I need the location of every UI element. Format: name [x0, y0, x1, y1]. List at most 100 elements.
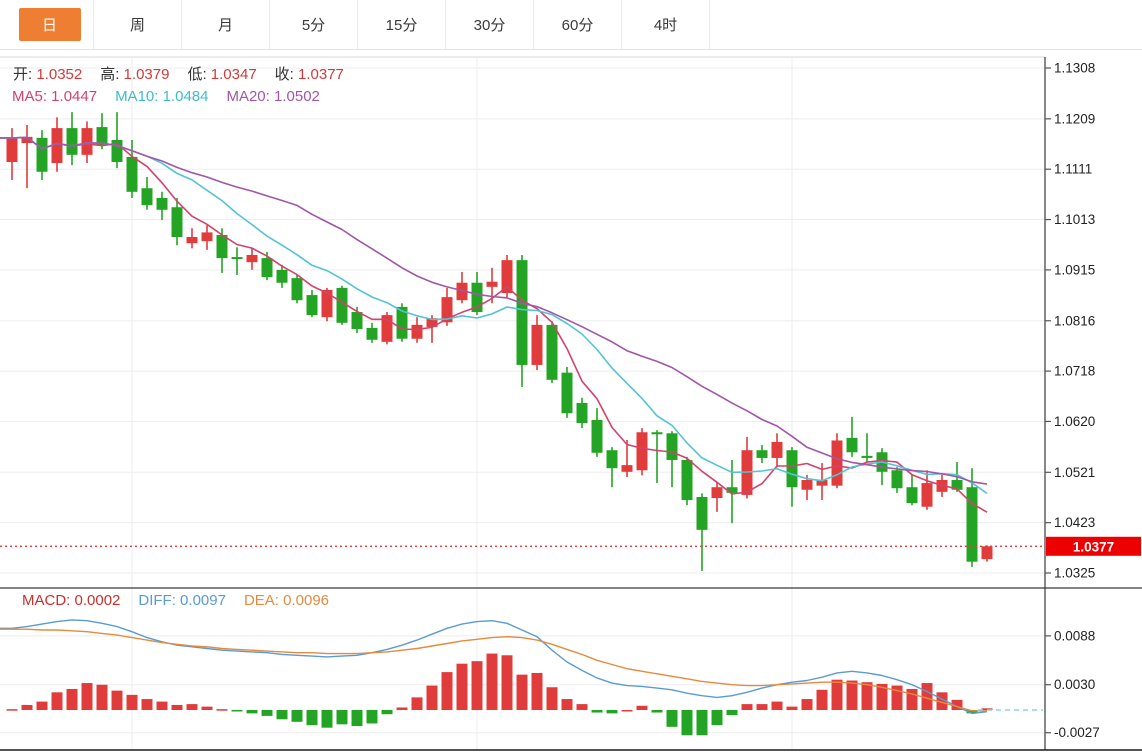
- price-tick-label: 1.1013: [1054, 212, 1095, 227]
- macd-bar-positive: [471, 661, 483, 710]
- macd-bar-positive: [951, 699, 963, 710]
- ohlc-high: 高: 1.0379: [100, 66, 169, 83]
- candle-down: [126, 156, 138, 192]
- macd-bar-positive: [516, 674, 528, 710]
- ohlc-legend: 开: 1.0352 高: 1.0379 低: 1.0347 收: 1.0377: [13, 63, 362, 84]
- macd-bar-positive: [741, 704, 753, 710]
- macd-bar-negative: [666, 710, 678, 727]
- dea-value-label: DEA:: [243, 592, 279, 609]
- candle-down: [756, 450, 768, 458]
- last-price-badge-bg: [1046, 536, 1141, 556]
- candle-up: [801, 480, 813, 490]
- macd-bar-positive: [126, 694, 138, 710]
- ma10-value-label: MA10:: [115, 88, 159, 105]
- candle-down: [891, 470, 903, 489]
- candle-up: [441, 297, 453, 323]
- candle-up: [456, 282, 468, 301]
- candle-down: [156, 197, 168, 210]
- candle-up: [186, 237, 198, 244]
- tab-month-label: 月: [217, 17, 233, 34]
- macd-bar-positive: [816, 689, 828, 710]
- candle-down: [306, 295, 318, 316]
- macd-bar-positive: [831, 679, 843, 710]
- macd-value-number: 0.0002: [70, 592, 121, 609]
- ma10-line: [0, 136, 988, 495]
- price-tick-label: 1.0915: [1054, 262, 1095, 277]
- tab-15min-label: 15分: [385, 17, 418, 34]
- candle-up: [246, 254, 258, 263]
- macd-bar-positive: [141, 699, 153, 710]
- macd-bar-negative: [381, 710, 393, 715]
- candle-down: [471, 282, 483, 313]
- tab-5min-label: 5分: [301, 17, 326, 34]
- candle-down: [516, 260, 528, 365]
- price-tick-label: 1.0423: [1054, 515, 1095, 530]
- candle-down: [966, 487, 978, 562]
- macd-bar-positive: [456, 663, 468, 710]
- candle-down: [36, 137, 48, 172]
- ohlc-low-label: 低:: [187, 66, 207, 83]
- tab-60min[interactable]: 60分: [534, 0, 622, 49]
- macd-bar-negative: [231, 710, 243, 712]
- candle-down: [231, 257, 243, 260]
- macd-bar-positive: [531, 672, 543, 710]
- tab-4hour[interactable]: 4时: [622, 0, 710, 49]
- ma20-value-number: 1.0502: [269, 88, 320, 105]
- candle-down: [726, 487, 738, 493]
- ma10-value: MA10: 1.0484: [115, 88, 208, 105]
- macd-bar-negative: [321, 710, 333, 728]
- macd-bar-positive: [801, 699, 813, 710]
- candle-down: [576, 402, 588, 423]
- macd-bar-negative: [261, 710, 273, 716]
- price-tick-label: 1.1111: [1054, 162, 1092, 177]
- timeframe-tabs: 日 周 月 5分 15分 30分 60分 4时: [0, 0, 1142, 50]
- macd-bar-positive: [546, 687, 558, 710]
- candle-up: [21, 136, 33, 144]
- macd-bar-positive: [636, 705, 648, 710]
- tab-month[interactable]: 月: [182, 0, 270, 49]
- macd-bar-positive: [891, 685, 903, 710]
- dea-value: DEA: 0.0096: [244, 592, 329, 609]
- ma5-value-label: MA5:: [12, 88, 48, 105]
- tab-15min[interactable]: 15分: [358, 0, 446, 49]
- price-tick-label: 1.1308: [1054, 61, 1095, 76]
- candle-down: [561, 372, 573, 414]
- macd-bar-negative: [681, 710, 693, 736]
- candle-down: [66, 128, 78, 155]
- candle-down: [291, 278, 303, 301]
- macd-bar-negative: [651, 710, 663, 713]
- macd-bar-positive: [576, 704, 588, 710]
- macd-histogram: [6, 653, 993, 736]
- tab-day[interactable]: 日: [6, 0, 94, 49]
- tab-5min[interactable]: 5分: [270, 0, 358, 49]
- ma20-value: MA20: 1.0502: [226, 88, 319, 105]
- price-tick-label: 1.0521: [1054, 465, 1095, 480]
- tab-week[interactable]: 周: [94, 0, 182, 49]
- candle-down: [171, 207, 183, 238]
- macd-bar-positive: [786, 706, 798, 710]
- macd-bar-positive: [921, 683, 933, 710]
- candle-up: [831, 440, 843, 486]
- candle-down: [396, 306, 408, 339]
- candle-down: [591, 419, 603, 453]
- diff-value-number: 0.0097: [175, 592, 226, 609]
- ma20-value-label: MA20:: [226, 88, 270, 105]
- price-tick-label: 1.1209: [1054, 111, 1095, 126]
- macd-bar-negative: [726, 710, 738, 716]
- diff-line: [0, 619, 988, 715]
- macd-bar-positive: [186, 704, 198, 710]
- candle-down: [951, 480, 963, 490]
- candle-up: [531, 324, 543, 365]
- candle-up: [816, 480, 828, 486]
- macd-bar-negative: [291, 710, 303, 722]
- macd-bar-negative: [276, 710, 288, 720]
- macd-bar-positive: [156, 701, 168, 710]
- macd-bar-positive: [6, 709, 18, 711]
- tab-30min[interactable]: 30分: [446, 0, 534, 49]
- macd-bar-positive: [486, 653, 498, 710]
- macd-tick-label: -0.0027: [1054, 725, 1100, 740]
- panel-borders: [0, 56, 1142, 751]
- ma5-line: [0, 136, 988, 513]
- macd-bar-positive: [216, 709, 228, 711]
